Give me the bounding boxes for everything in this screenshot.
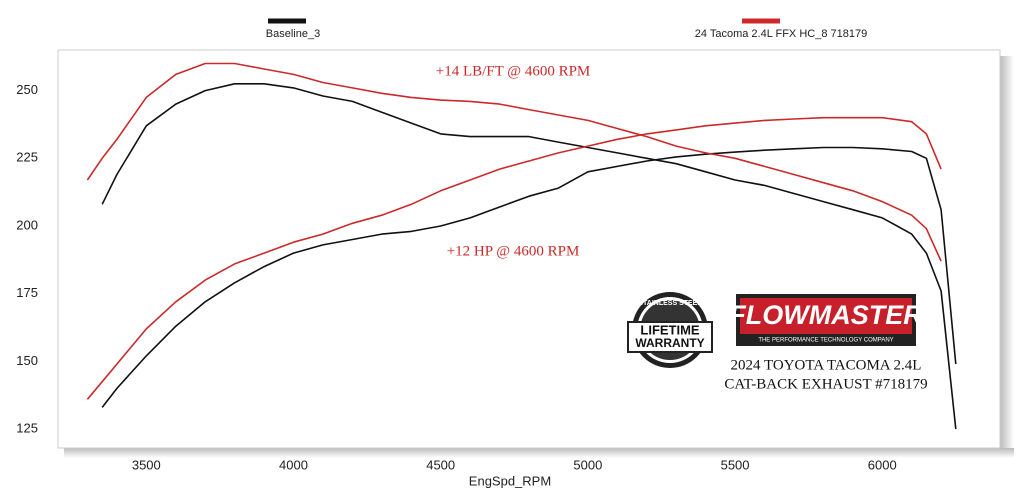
badge-text: WARRANTY <box>635 336 704 350</box>
x-tick-label: 3500 <box>132 457 161 472</box>
badge-text: LIFETIME <box>640 322 700 337</box>
y-tick-label: 225 <box>16 150 38 165</box>
x-tick-label: 4500 <box>426 457 455 472</box>
x-tick-label: 4000 <box>279 457 308 472</box>
series-line <box>86 62 942 262</box>
series-line <box>101 83 957 430</box>
y-tick-label: 150 <box>16 353 38 368</box>
y-tick-label: 175 <box>16 285 38 300</box>
brand-name: FLOWMASTER <box>729 300 923 330</box>
series-line <box>86 116 942 400</box>
brand-logo: FLOWMASTER THE PERFORMANCE TECHNOLOGY CO… <box>729 294 923 346</box>
x-tick-label: 6000 <box>868 457 897 472</box>
plot-shadow <box>1000 56 1014 454</box>
badge-text: STAINLESS STEEL <box>638 300 702 307</box>
y-tick-label: 200 <box>16 217 38 232</box>
plot-shadow <box>64 448 1014 458</box>
y-tick-label: 125 <box>16 420 38 435</box>
series-line <box>101 146 957 408</box>
plot-area <box>57 49 1001 449</box>
y-tick-label: 250 <box>16 82 38 97</box>
annotation: +12 HP @ 4600 RPM <box>447 243 580 259</box>
brand-tagline: THE PERFORMANCE TECHNOLOGY COMPANY <box>758 338 893 344</box>
caption: CAT-BACK EXHAUST #718179 <box>724 376 927 392</box>
x-tick-label: 5000 <box>573 457 602 472</box>
x-tick-label: 5500 <box>721 457 750 472</box>
x-axis-title: EngSpd_RPM <box>469 473 551 488</box>
caption: 2024 TOYOTA TACOMA 2.4L <box>731 357 922 373</box>
legend-label: Baseline_3 <box>266 28 320 40</box>
badge: STAINLESS STEEL LIFETIME WARRANTY <box>627 292 713 368</box>
legend-label: 24 Tacoma 2.4L FFX HC_8 718179 <box>695 28 867 40</box>
annotation: +14 LB/FT @ 4600 RPM <box>436 63 591 79</box>
